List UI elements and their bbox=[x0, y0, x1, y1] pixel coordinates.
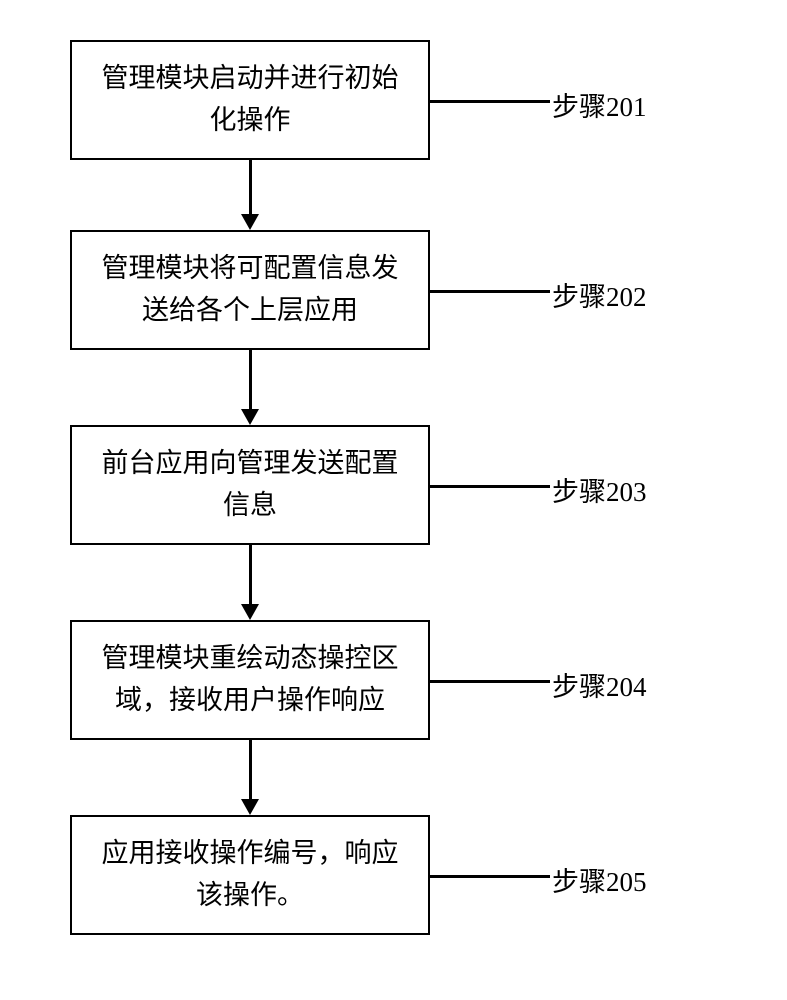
hconnector-4 bbox=[430, 680, 550, 683]
arrow-4-line bbox=[249, 740, 252, 800]
hconnector-3 bbox=[430, 485, 550, 488]
hconnector-1 bbox=[430, 100, 550, 103]
arrow-2-head bbox=[241, 409, 259, 425]
arrow-1-line bbox=[249, 160, 252, 215]
flowchart-canvas: 管理模块启动并进行初始化操作 管理模块将可配置信息发送给各个上层应用 前台应用向… bbox=[0, 0, 787, 1000]
flow-node-4-text: 管理模块重绘动态操控区域，接收用户操作响应 bbox=[102, 638, 399, 722]
hconnector-5 bbox=[430, 875, 550, 878]
hconnector-2 bbox=[430, 290, 550, 293]
arrow-3-line bbox=[249, 545, 252, 605]
flow-node-1: 管理模块启动并进行初始化操作 bbox=[70, 40, 430, 160]
flow-node-2-text: 管理模块将可配置信息发送给各个上层应用 bbox=[102, 248, 399, 332]
arrow-1-head bbox=[241, 214, 259, 230]
flow-node-1-text: 管理模块启动并进行初始化操作 bbox=[102, 58, 399, 142]
flow-node-4: 管理模块重绘动态操控区域，接收用户操作响应 bbox=[70, 620, 430, 740]
flow-node-5: 应用接收操作编号，响应该操作。 bbox=[70, 815, 430, 935]
step-label-3: 步骤203 bbox=[552, 470, 647, 509]
flow-node-2: 管理模块将可配置信息发送给各个上层应用 bbox=[70, 230, 430, 350]
step-label-4: 步骤204 bbox=[552, 665, 647, 704]
arrow-4-head bbox=[241, 799, 259, 815]
step-label-1: 步骤201 bbox=[552, 85, 647, 124]
flow-node-3: 前台应用向管理发送配置信息 bbox=[70, 425, 430, 545]
arrow-3-head bbox=[241, 604, 259, 620]
arrow-2-line bbox=[249, 350, 252, 410]
step-label-5: 步骤205 bbox=[552, 860, 647, 899]
flow-node-5-text: 应用接收操作编号，响应该操作。 bbox=[102, 833, 399, 917]
step-label-2: 步骤202 bbox=[552, 275, 647, 314]
flow-node-3-text: 前台应用向管理发送配置信息 bbox=[102, 443, 399, 527]
